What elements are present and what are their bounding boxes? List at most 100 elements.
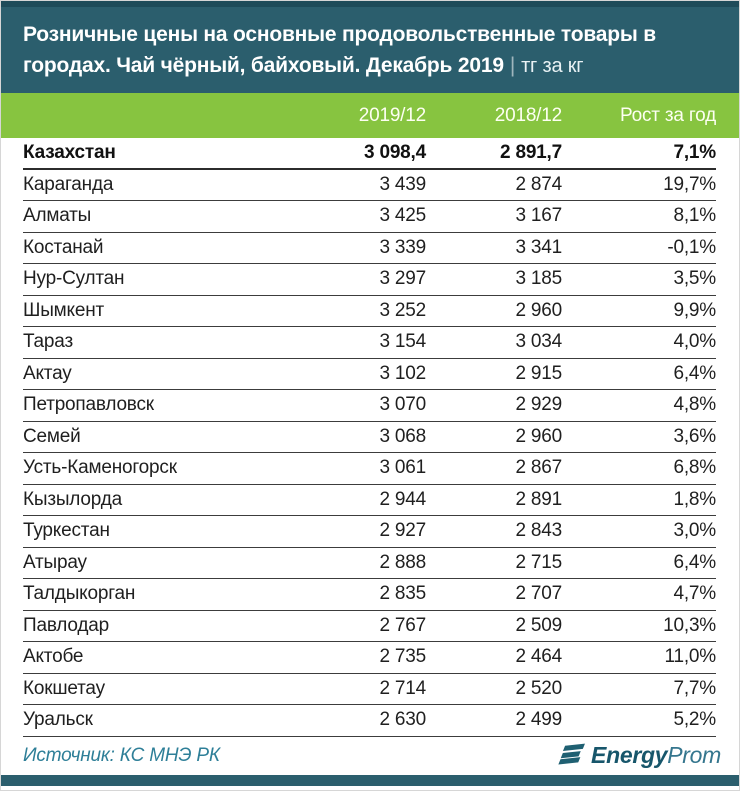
- table-row: Тараз 3 154 3 034 4,0%: [23, 327, 716, 359]
- row-growth: -0,1%: [667, 236, 716, 258]
- row-growth: 11,0%: [664, 646, 717, 668]
- row-city: Туркестан: [23, 520, 110, 542]
- row-growth: 7,7%: [673, 677, 716, 699]
- column-header-2019: 2019/12: [358, 104, 426, 126]
- row-city: Усть-Каменогорск: [23, 457, 177, 479]
- title-unit-separator: |: [509, 54, 516, 77]
- row-city: Павлодар: [23, 614, 109, 636]
- row-price-2019: 3 061: [379, 457, 426, 479]
- row-price-2019: 3 070: [379, 394, 426, 416]
- row-city: Актау: [23, 362, 72, 384]
- row-city: Казахстан: [23, 141, 116, 163]
- row-price-2019: 3 154: [379, 331, 426, 353]
- row-price-2018: 2 929: [515, 394, 562, 416]
- row-growth: 3,6%: [673, 425, 716, 447]
- row-price-2019: 2 630: [379, 709, 426, 731]
- table-row: Костанай 3 339 3 341 -0,1%: [23, 233, 716, 264]
- row-growth: 8,1%: [673, 205, 716, 227]
- row-price-2019: 2 888: [379, 551, 426, 573]
- row-growth: 3,0%: [673, 520, 716, 542]
- row-price-2018: 3 185: [515, 268, 562, 290]
- logo-text-prom: Prom: [667, 742, 721, 769]
- row-price-2019: 2 835: [379, 583, 426, 605]
- row-growth: 4,0%: [673, 331, 716, 353]
- row-city: Костанай: [23, 236, 104, 258]
- row-city: Атырау: [23, 551, 87, 573]
- row-price-2018: 2 915: [515, 362, 562, 384]
- row-city: Кокшетау: [23, 677, 105, 699]
- table-row: Усть-Каменогорск 3 061 2 867 6,8%: [23, 453, 716, 485]
- row-city: Семей: [23, 425, 81, 447]
- table-row: Уральск 2 630 2 499 5,2%: [23, 705, 716, 737]
- row-price-2019: 3 439: [379, 173, 426, 195]
- row-price-2019: 3 068: [379, 425, 426, 447]
- table-row: Шымкент 3 252 2 960 9,9%: [23, 296, 716, 327]
- row-growth: 6,4%: [673, 362, 716, 384]
- row-city: Кызылорда: [23, 488, 122, 510]
- row-price-2018: 2 843: [515, 520, 562, 542]
- header: Розничные цены на основные продовольстве…: [1, 1, 739, 93]
- row-city: Петропавловск: [23, 394, 154, 416]
- footer: Источник: КС МНЭ РК Energy Prom: [1, 737, 739, 776]
- row-growth: 3,5%: [673, 268, 716, 290]
- row-city: Шымкент: [23, 299, 105, 321]
- row-price-2018: 2 867: [515, 457, 562, 479]
- row-growth: 5,2%: [673, 709, 716, 731]
- row-price-2018: 2 509: [515, 614, 562, 636]
- table-row: Казахстан 3 098,4 2 891,7 7,1%: [23, 138, 716, 170]
- table-row: Актобе 2 735 2 464 11,0%: [23, 642, 716, 674]
- table-row: Нур-Султан 3 297 3 185 3,5%: [23, 264, 716, 296]
- row-city: Караганда: [23, 173, 114, 195]
- row-growth: 7,1%: [673, 141, 716, 163]
- row-price-2019: 3 339: [379, 236, 426, 258]
- column-header-2018: 2018/12: [494, 104, 562, 126]
- logo-text-energy: Energy: [591, 742, 668, 769]
- unit-label: тг за кг: [521, 55, 584, 77]
- row-price-2018: 2 707: [515, 583, 562, 605]
- row-price-2018: 2 891: [515, 488, 562, 510]
- table-row: Караганда 3 439 2 874 19,7%: [23, 170, 716, 201]
- table-row: Алматы 3 425 3 167 8,1%: [23, 201, 716, 233]
- page-title-line1: Розничные цены на основные продовольстве…: [23, 23, 656, 46]
- row-price-2018: 2 715: [515, 551, 562, 573]
- table-row: Талдыкорган 2 835 2 707 4,7%: [23, 579, 716, 611]
- table-row: Атырау 2 888 2 715 6,4%: [23, 548, 716, 579]
- table-row: Актау 3 102 2 915 6,4%: [23, 359, 716, 390]
- row-growth: 1,8%: [673, 488, 716, 510]
- source-label: Источник: КС МНЭ РК: [23, 744, 220, 766]
- row-price-2019: 3 102: [379, 362, 426, 384]
- row-price-2018: 2 891,7: [500, 141, 562, 163]
- table-row: Павлодар 2 767 2 509 10,3%: [23, 611, 716, 642]
- row-price-2019: 2 944: [379, 488, 426, 510]
- row-city: Алматы: [23, 205, 92, 227]
- row-growth: 6,4%: [673, 551, 716, 573]
- row-price-2018: 3 167: [515, 205, 562, 227]
- row-city: Нур-Султан: [23, 268, 125, 290]
- row-price-2019: 3 252: [379, 299, 426, 321]
- row-price-2019: 2 927: [379, 520, 426, 542]
- price-table: Казахстан 3 098,4 2 891,7 7,1% Караганда 3 43…: [1, 138, 739, 737]
- table-row: Туркестан 2 927 2 843 3,0%: [23, 516, 716, 548]
- columns-bar: 2019/12 2018/12 Рост за год: [1, 93, 739, 138]
- row-price-2018: 3 341: [515, 236, 562, 258]
- table-row: Кокшетау 2 714 2 520 7,7%: [23, 674, 716, 705]
- row-price-2018: 2 960: [515, 425, 562, 447]
- row-growth: 9,9%: [673, 299, 716, 321]
- table-row: Кызылорда 2 944 2 891 1,8%: [23, 485, 716, 516]
- page-title-line2: городах. Чай чёрный, байховый. Декабрь 2…: [23, 50, 717, 82]
- row-growth: 4,8%: [673, 394, 716, 416]
- row-price-2019: 2 767: [379, 614, 426, 636]
- row-price-2019: 2 714: [379, 677, 426, 699]
- energyprom-bars-icon: [558, 743, 587, 768]
- row-price-2019: 3 425: [379, 205, 426, 227]
- row-growth: 4,7%: [673, 583, 716, 605]
- row-price-2018: 2 499: [515, 709, 562, 731]
- row-price-2018: 2 874: [515, 173, 562, 195]
- row-growth: 19,7%: [663, 173, 716, 195]
- row-growth: 6,8%: [673, 457, 716, 479]
- row-price-2018: 2 520: [515, 677, 562, 699]
- row-city: Тараз: [23, 331, 73, 353]
- row-city: Талдыкорган: [23, 583, 136, 605]
- table-row: Петропавловск 3 070 2 929 4,8%: [23, 390, 716, 422]
